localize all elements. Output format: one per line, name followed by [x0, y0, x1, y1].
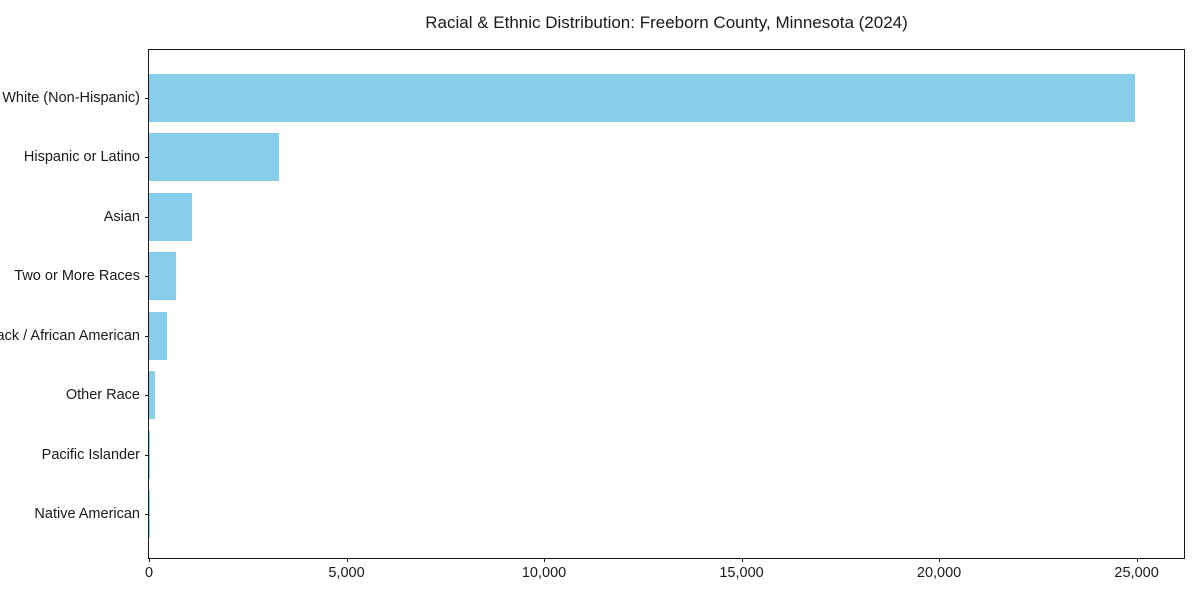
bar	[149, 371, 155, 420]
y-tick-mark	[145, 216, 149, 218]
y-tick-mark	[145, 395, 149, 397]
bar	[149, 252, 176, 301]
y-tick-mark	[145, 335, 149, 337]
x-tick-label: 20,000	[916, 565, 962, 581]
category-label: White (Non-Hispanic)	[2, 89, 140, 106]
x-tick-mark	[346, 558, 348, 562]
category-label: Two or More Races	[14, 268, 140, 285]
bar	[149, 133, 280, 182]
category-label: Pacific Islander	[41, 446, 140, 463]
category-label: Native American	[34, 506, 140, 523]
category-label: Hispanic or Latino	[23, 149, 140, 166]
x-tick-label: 0	[144, 565, 154, 581]
x-tick-mark	[939, 558, 941, 562]
category-label: Other Race	[65, 387, 140, 404]
x-tick-label: 5,000	[328, 565, 365, 581]
bar	[149, 73, 1135, 122]
category-label: Black / African American	[0, 327, 140, 344]
bar	[149, 430, 150, 479]
category-label: Asian	[103, 208, 140, 225]
chart-title: Racial & Ethnic Distribution: Freeborn C…	[425, 13, 908, 32]
x-tick-label: 15,000	[719, 565, 764, 581]
x-tick-mark	[741, 558, 743, 562]
x-tick-label: 10,000	[521, 565, 567, 581]
x-tick-mark	[544, 558, 546, 562]
bar	[149, 311, 167, 360]
y-tick-mark	[145, 514, 149, 516]
y-tick-mark	[145, 454, 149, 456]
plot-area: White (Non-Hispanic) Hispanic or Latino As…	[0, 49, 1185, 581]
x-tick-label: 25,000	[1114, 565, 1159, 581]
x-tick-mark	[149, 558, 150, 562]
y-tick-mark	[145, 97, 149, 99]
y-tick-mark	[145, 157, 149, 159]
x-tick-mark	[1136, 558, 1138, 562]
bar	[149, 192, 192, 241]
y-tick-mark	[145, 276, 149, 278]
